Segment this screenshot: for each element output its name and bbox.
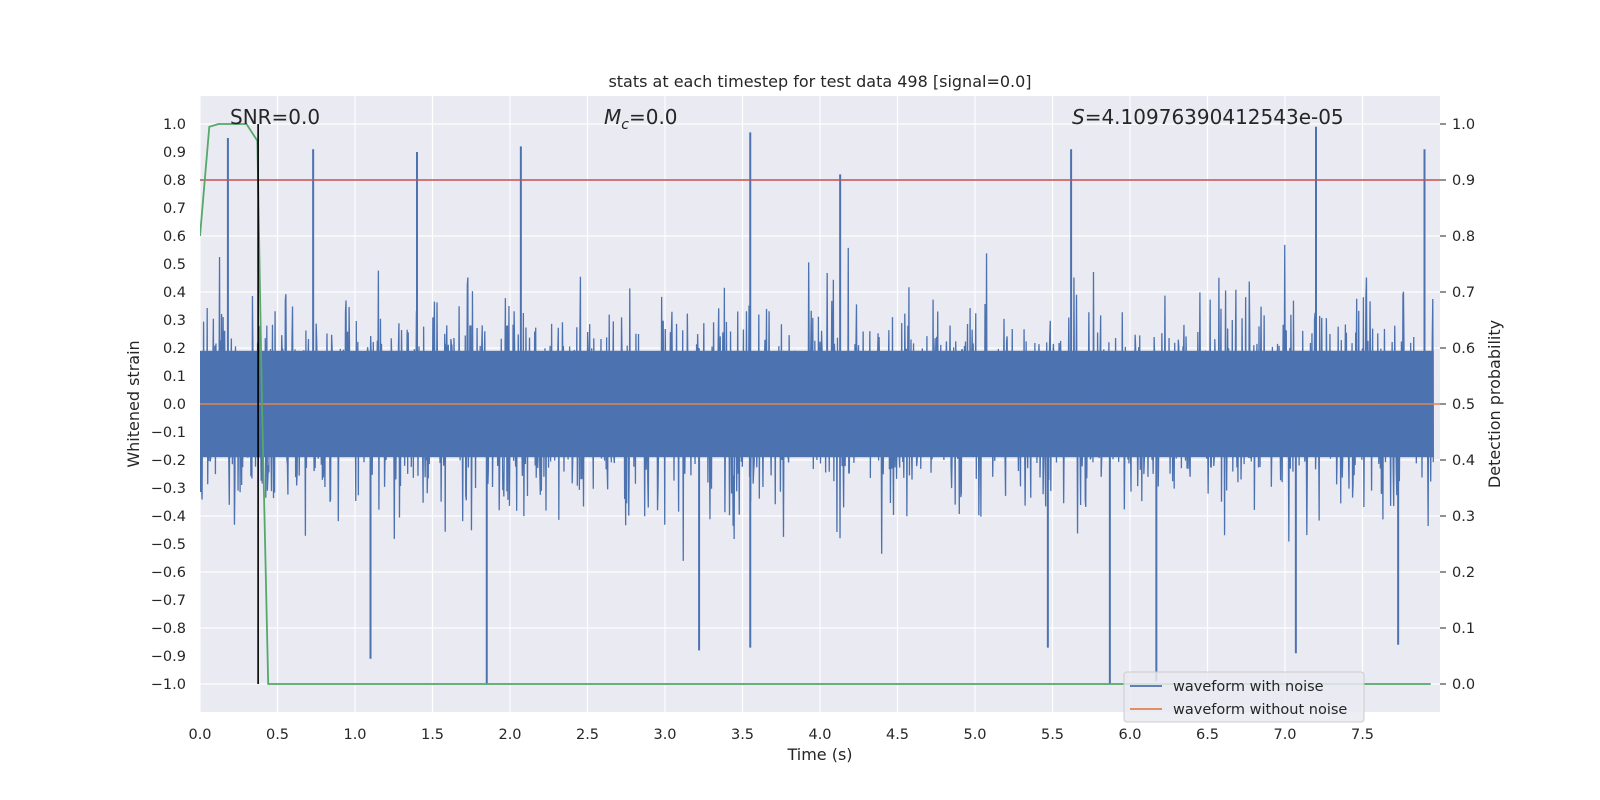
chart-title: stats at each timestep for test data 498… [608, 72, 1031, 91]
y-right-tick-label: 0.4 [1452, 453, 1475, 469]
score-annotation: S=4.10976390412543e-05 [1072, 105, 1344, 129]
x-tick-labels: 0.0 0.5 1.0 1.5 2.0 2.5 3.0 3.5 4.0 4.5 5.0 5.5 6.0 6… [188, 727, 1374, 743]
y-left-tick-label: 0.6 [163, 229, 186, 245]
y-axis-label-left: Whitened strain [124, 340, 143, 467]
score-value: =4.10976390412543e-05 [1085, 105, 1344, 129]
y-right-tick-label: 0.9 [1452, 173, 1475, 189]
x-tick-label: 0.5 [266, 727, 289, 743]
legend-label-noise: waveform with noise [1173, 679, 1324, 695]
x-tick-label: 5.5 [1041, 727, 1064, 743]
y-left-tick-label: −0.1 [151, 425, 186, 441]
y-left-tick-label: 0.1 [163, 369, 186, 385]
detection-probability-line [200, 123, 1431, 685]
legend-label-clean: waveform without noise [1173, 702, 1347, 718]
x-tick-label: 6.5 [1196, 727, 1219, 743]
x-tick-label: 3.5 [731, 727, 754, 743]
chirp-mass-subscript: c [621, 117, 629, 133]
y-right-tick-label: 0.1 [1452, 621, 1475, 637]
y-left-tick-label: 1.0 [163, 117, 186, 133]
y-left-tick-label: 0.2 [163, 341, 186, 357]
y-right-tick-label: 0.5 [1452, 397, 1475, 413]
y-right-tick-label: 0.3 [1452, 509, 1475, 525]
noise-extreme-spikes [226, 126, 1426, 684]
y-left-tick-label: 0.5 [163, 257, 186, 273]
y-left-tick-label: 0.8 [163, 173, 186, 189]
x-tick-label: 7.0 [1273, 727, 1296, 743]
legend-box [1123, 671, 1365, 723]
y-left-tick-label: 0.4 [163, 285, 186, 301]
y-right-tick-label: 1.0 [1452, 117, 1475, 133]
x-tick-label: 1.0 [343, 727, 366, 743]
y-left-tick-label: −0.3 [151, 481, 186, 497]
snr-annotation: SNR=0.0 [230, 105, 320, 129]
y-axis-label-right: Detection probability [1485, 320, 1504, 488]
y-left-tick-label: 0.3 [163, 313, 186, 329]
y-right-tick-label: 0.7 [1452, 285, 1475, 301]
score-symbol: S [1072, 105, 1085, 129]
y-left-tick-label: −0.9 [151, 649, 186, 665]
y-right-tick-labels: 1.0 0.9 0.8 0.7 0.6 0.5 0.4 0.3 0.2 0.1 0.0 [1440, 117, 1475, 693]
y-left-tick-labels: 1.0 0.9 0.8 0.7 0.6 0.5 0.4 0.3 0.2 0.1 0.0 −0.1 −0.… [151, 117, 186, 693]
x-axis-label: Time (s) [786, 745, 852, 764]
x-tick-label: 2.0 [498, 727, 521, 743]
chirp-mass-annotation: Mc=0.0 [604, 105, 678, 133]
y-left-tick-label: −0.5 [151, 537, 186, 553]
x-tick-label: 3.0 [653, 727, 676, 743]
y-left-tick-label: 0.0 [163, 397, 186, 413]
chirp-mass-symbol: M [604, 105, 621, 129]
legend: waveform with noise waveform without noi… [1123, 671, 1365, 723]
y-left-tick-label: −0.7 [151, 593, 186, 609]
y-left-tick-label: 0.9 [163, 145, 186, 161]
y-left-tick-label: −0.2 [151, 453, 186, 469]
y-right-tick-label: 0.6 [1452, 341, 1475, 357]
overlay-lines [200, 123, 1440, 685]
y-left-tick-label: −0.4 [151, 509, 186, 525]
y-left-tick-label: −1.0 [151, 677, 186, 693]
noise-waveform-line [200, 244, 1434, 561]
x-tick-label: 4.0 [808, 727, 831, 743]
x-tick-label: 7.5 [1351, 727, 1374, 743]
y-left-tick-label: −0.8 [151, 621, 186, 637]
y-right-tick-label: 0.2 [1452, 565, 1475, 581]
x-tick-label: 1.5 [421, 727, 444, 743]
y-right-tick-label: 0.8 [1452, 229, 1475, 245]
y-left-tick-label: −0.6 [151, 565, 186, 581]
x-tick-label: 5.0 [963, 727, 986, 743]
y-right-tick-label: 0.0 [1452, 677, 1475, 693]
x-tick-label: 6.0 [1118, 727, 1141, 743]
x-tick-label: 4.5 [886, 727, 909, 743]
x-tick-label: 0.0 [188, 727, 211, 743]
x-tick-label: 2.5 [576, 727, 599, 743]
y-left-tick-label: 0.7 [163, 201, 186, 217]
chirp-mass-value: =0.0 [629, 105, 678, 129]
